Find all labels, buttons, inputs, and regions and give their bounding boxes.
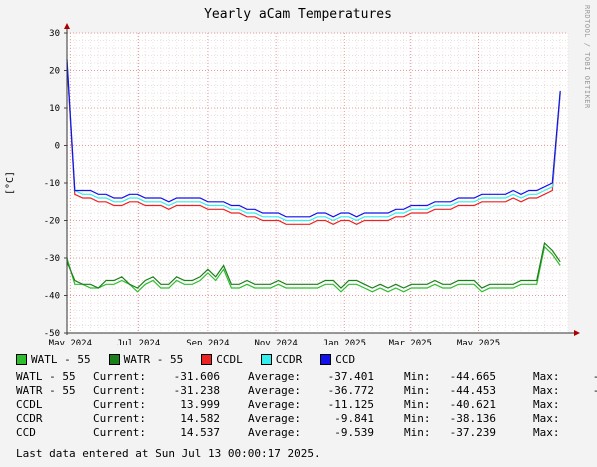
legend-item: WATL - 55 — [16, 352, 91, 366]
stats-average-value: -9.539 — [334, 426, 374, 439]
stats-average-value: -11.125 — [327, 398, 374, 411]
legend-item: CCDR — [260, 352, 303, 366]
stats-max-label: Max: — [533, 370, 560, 383]
stats-max-value: -2 — [576, 384, 597, 398]
stats-max-label: Max: — [533, 384, 560, 397]
legend-label: WATL - 55 — [31, 352, 91, 366]
y-tick-label: -40 — [44, 292, 60, 302]
legend-swatch — [16, 353, 27, 365]
stats-min-label: Min: — [404, 412, 431, 425]
legend-label: CCD — [335, 352, 356, 366]
stats-max-value: -2 — [576, 370, 597, 384]
stats-min-label: Min: — [404, 370, 431, 383]
stats-min-value: -37.239 — [449, 426, 496, 439]
stats-name: CCDL — [16, 398, 43, 411]
stats-current-label: Current: — [93, 398, 146, 411]
stats-max-value: 2 — [576, 412, 597, 426]
stats-current-value: 14.537 — [180, 426, 220, 439]
stats-current-label: Current: — [93, 384, 146, 397]
stats-row: CCDR Current: 14.582 Average: -9.841 Min: -38.… — [16, 412, 597, 426]
legend-label: WATR - 55 — [123, 352, 184, 366]
stats-row: WATL - 55 Current: -31.606 Average: -37.401 M… — [16, 370, 597, 384]
series-line-watr-55 — [66, 241, 561, 289]
stats-average-label: Average: — [248, 412, 301, 425]
stats-average-label: Average: — [248, 398, 301, 411]
stats-average-value: -36.772 — [327, 384, 374, 397]
legend-item: CCD — [320, 352, 355, 366]
stats-min-value: -44.453 — [449, 384, 496, 397]
stats-current-label: Current: — [93, 370, 146, 383]
y-axis-label: [°C] — [5, 171, 16, 195]
stats-average-label: Average: — [248, 384, 301, 397]
y-tick-label: 10 — [49, 104, 60, 114]
y-tick-label: -50 — [44, 329, 60, 339]
x-tick-label: May 2024 — [49, 339, 92, 345]
y-tick-label: -20 — [44, 217, 60, 227]
stats-current-label: Current: — [93, 426, 146, 439]
legend-swatch — [260, 353, 272, 365]
legend: WATL - 55 WATR - 55 CCDL CCDR CCD — [16, 352, 355, 366]
stats-row: WATR - 55 Current: -31.238 Average: -36.772 M… — [16, 384, 597, 398]
y-tick-label: -30 — [44, 254, 60, 264]
x-tick-label: Mar 2025 — [389, 339, 432, 345]
y-tick-label: 0 — [55, 142, 60, 152]
stats-average-value: -37.401 — [327, 370, 374, 383]
stats-current-value: -31.606 — [173, 370, 220, 383]
legend-item: CCDL — [201, 352, 243, 366]
x-tick-label: Jul 2024 — [117, 339, 160, 345]
stats-max-label: Max: — [533, 412, 560, 425]
stats-current-label: Current: — [93, 412, 146, 425]
y-tick-label: 30 — [49, 29, 60, 39]
stats-name: WATR - 55 — [16, 384, 76, 397]
stats-name: WATL - 55 — [16, 370, 76, 383]
stats-average-label: Average: — [248, 370, 301, 383]
stats-min-label: Min: — [404, 398, 431, 411]
stats-min-value: -44.665 — [449, 370, 496, 383]
x-axis-arrow — [574, 330, 580, 336]
stats-min-label: Min: — [404, 384, 431, 397]
watermark: RRDTOOL / TOBI OETIKER — [583, 5, 591, 109]
legend-swatch — [201, 353, 213, 365]
legend-item: WATR - 55 — [108, 352, 184, 366]
stats-max-value: 2 — [576, 426, 597, 440]
y-tick-label: -10 — [44, 179, 60, 189]
stats-max-value: 2 — [576, 398, 597, 412]
stats-min-label: Min: — [404, 426, 431, 439]
y-axis-arrow — [64, 23, 70, 29]
stats-max-label: Max: — [533, 398, 560, 411]
chart-title: Yearly aCam Temperatures — [204, 7, 392, 22]
x-tick-label: Jan 2025 — [323, 339, 366, 345]
legend-swatch — [108, 353, 120, 365]
series-line-ccdl — [66, 62, 561, 225]
stats-average-label: Average: — [248, 426, 301, 439]
stats-name: CCDR — [16, 412, 43, 425]
x-tick-label: May 2025 — [457, 339, 500, 345]
stats-average-value: -9.841 — [334, 412, 374, 425]
stats-current-value: 14.582 — [180, 412, 220, 425]
series-line-watl-55 — [66, 245, 561, 293]
stats-table: WATL - 55 Current: -31.606 Average: -37.401 M… — [16, 370, 597, 440]
y-tick-label: 20 — [49, 67, 60, 77]
last-update-text: Last data entered at Sun Jul 13 00:00:17… — [16, 447, 321, 460]
stats-min-value: -40.621 — [449, 398, 496, 411]
legend-swatch — [320, 353, 332, 365]
stats-max-label: Max: — [533, 426, 560, 439]
legend-label: CCDL — [216, 352, 243, 366]
stats-current-value: 13.999 — [180, 398, 220, 411]
series-line-ccd — [66, 59, 561, 218]
x-tick-label: Sep 2024 — [186, 339, 229, 345]
stats-row: CCDL Current: 13.999 Average: -11.125 Min: -40… — [16, 398, 597, 412]
stats-min-value: -38.136 — [449, 412, 496, 425]
stats-current-value: -31.238 — [173, 384, 220, 397]
legend-label: CCDR — [275, 352, 303, 366]
stats-name: CCD — [16, 426, 36, 439]
stats-row: CCD Current: 14.537 Average: -9.539 Min: -37.2… — [16, 426, 597, 440]
x-tick-label: Nov 2024 — [254, 339, 297, 345]
series-line-ccdr — [66, 59, 561, 222]
